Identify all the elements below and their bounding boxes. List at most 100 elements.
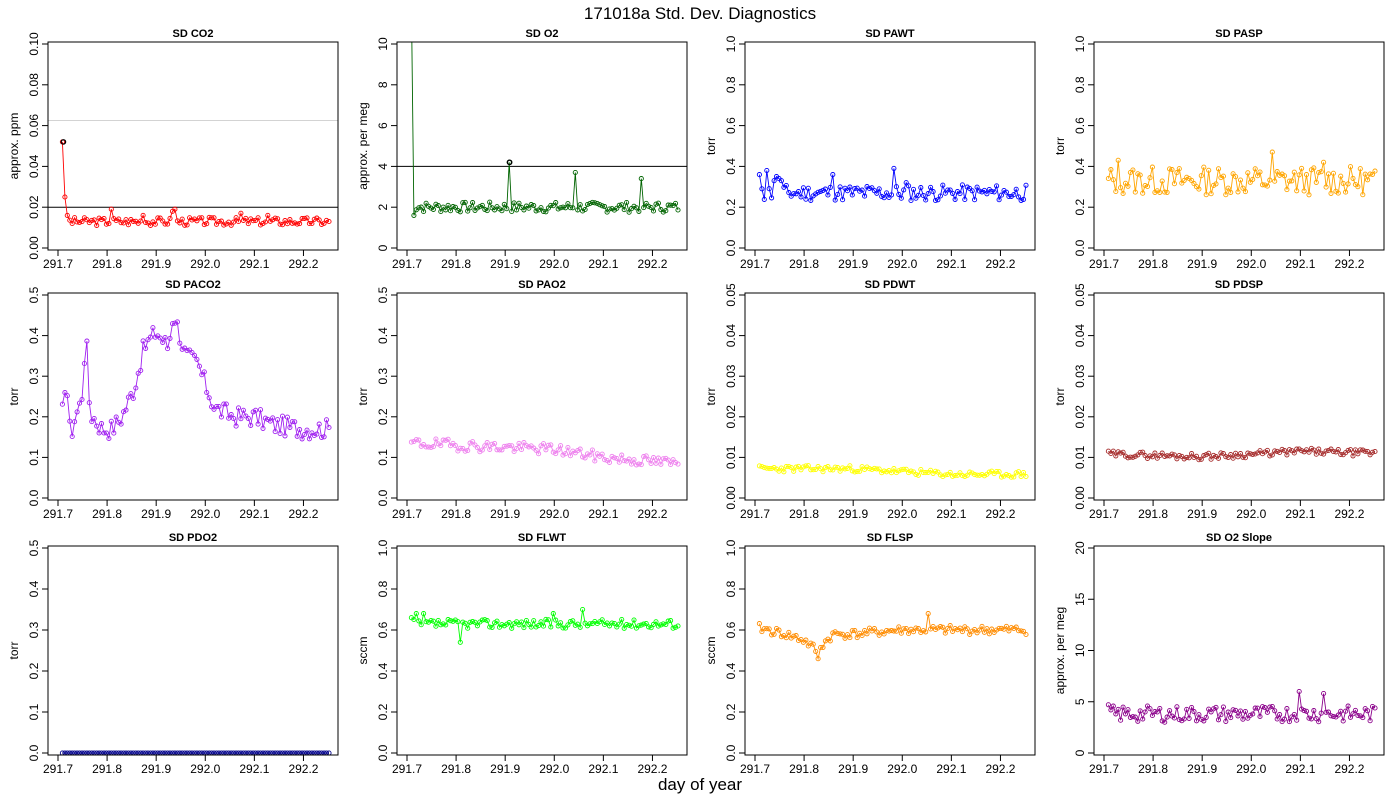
data-point: [827, 467, 833, 473]
data-point: [972, 197, 978, 203]
data-point: [289, 419, 295, 425]
data-series: [59, 750, 332, 755]
data-point: [523, 443, 529, 449]
highlight-point: [60, 139, 67, 145]
data-point: [1257, 448, 1263, 454]
data-point: [592, 458, 598, 464]
data-point: [494, 447, 500, 453]
data-point: [245, 415, 251, 421]
data-point: [876, 186, 882, 192]
data-point: [482, 206, 488, 212]
data-point: [231, 750, 237, 755]
x-tick-label: 291.7: [1089, 507, 1119, 521]
data-point: [550, 203, 556, 209]
x-tick-label: 291.9: [838, 257, 868, 271]
data-point: [631, 617, 637, 623]
data-point: [923, 197, 929, 203]
data-point: [930, 189, 936, 195]
series-line: [411, 609, 679, 643]
panel-sd-pasp: SD PASP torr 291.7 291.8 291.9 292.0 292.1 292.…: [1053, 28, 1385, 271]
data-point: [786, 463, 792, 470]
data-point: [1206, 450, 1212, 456]
data-point: [199, 215, 205, 221]
data-point: [238, 210, 244, 216]
data-point: [815, 656, 821, 662]
data-point: [157, 750, 163, 755]
data-point: [199, 372, 205, 378]
data-point: [123, 407, 129, 413]
data-point: [147, 334, 154, 340]
data-point: [1016, 628, 1022, 634]
data-point: [896, 468, 902, 474]
data-point: [267, 750, 273, 755]
data-point: [886, 628, 892, 634]
series-line: [1107, 152, 1376, 195]
data-point: [548, 442, 554, 448]
data-point: [138, 367, 144, 374]
data-point: [1311, 447, 1317, 453]
data-point: [1369, 703, 1376, 710]
data-point: [778, 178, 784, 184]
data-point: [1118, 185, 1124, 191]
data-point: [1152, 709, 1158, 715]
data-point: [1208, 191, 1214, 197]
data-point: [1003, 189, 1009, 195]
data-point: [1203, 192, 1209, 198]
data-point: [820, 644, 826, 650]
data-point: [1296, 172, 1302, 178]
data-point: [976, 472, 983, 478]
plot-frame: [1093, 292, 1385, 501]
data-point: [791, 191, 797, 197]
data-point: [913, 625, 919, 631]
data-point: [113, 217, 119, 224]
data-point: [1147, 706, 1153, 712]
data-point: [1330, 448, 1336, 455]
data-point: [1250, 451, 1256, 457]
data-point: [1352, 707, 1358, 713]
data-point: [604, 209, 610, 215]
x-tick-label: 292.0: [1236, 507, 1266, 521]
data-point: [638, 622, 644, 628]
data-point: [1020, 628, 1027, 634]
y-axis-label: torr: [1053, 137, 1067, 155]
y-tick-label: 0.8: [724, 76, 738, 93]
y-tick-label: 0.4: [376, 327, 390, 344]
data-point: [108, 750, 114, 755]
data-point: [452, 443, 458, 449]
data-point: [761, 465, 767, 471]
y-tick-label: 1.0: [724, 539, 738, 556]
y-tick-label: 0.00: [724, 486, 738, 510]
data-point: [140, 750, 146, 755]
data-point: [903, 180, 909, 186]
data-point: [196, 363, 202, 369]
data-point: [528, 624, 534, 630]
data-point: [201, 369, 207, 375]
data-point: [764, 626, 770, 632]
y-tick-label: 0.1: [27, 449, 41, 466]
data-point: [847, 635, 853, 641]
data-point: [465, 208, 471, 214]
data-point: [976, 188, 983, 194]
data-point: [646, 457, 652, 463]
y-tick-label: 0.1: [376, 449, 390, 466]
x-tick-label: 291.9: [490, 762, 520, 776]
data-point: [1306, 449, 1312, 455]
data-point: [759, 463, 765, 470]
data-point: [253, 750, 259, 755]
data-point: [962, 196, 968, 203]
data-point: [803, 196, 809, 202]
data-point: [1115, 706, 1121, 712]
data-point: [275, 216, 281, 222]
panel-sd-paco2: SD PACO2 torr 291.7 291.8 291.9 292.0 292.1 292…: [7, 279, 339, 521]
data-point: [1144, 703, 1151, 709]
data-point: [920, 192, 926, 199]
data-point: [265, 212, 271, 218]
y-tick-label: 0.6: [1073, 117, 1087, 134]
data-point: [128, 750, 134, 755]
data-point: [191, 352, 198, 358]
data-point: [587, 452, 593, 458]
data-point: [69, 433, 75, 440]
x-tick-label: 292.0: [887, 507, 917, 521]
data-point: [560, 204, 566, 210]
data-point: [94, 222, 100, 228]
